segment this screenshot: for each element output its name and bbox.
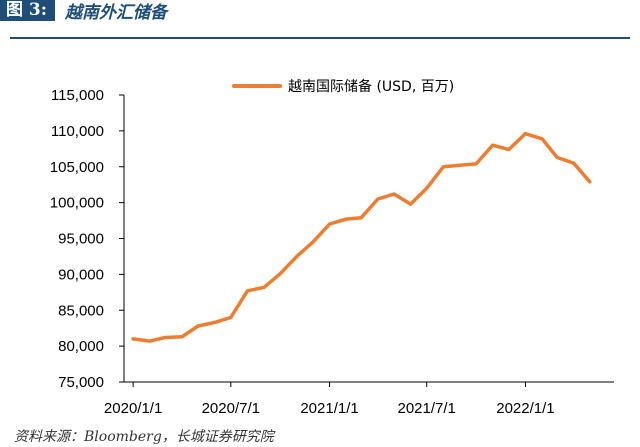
source-note: 资料来源：Bloomberg，长城证券研究院 xyxy=(14,429,274,445)
data-point xyxy=(344,217,348,221)
x-tick-label: 2021/1/1 xyxy=(300,400,358,417)
y-tick-label: 90,000 xyxy=(58,266,104,283)
data-point xyxy=(523,132,527,136)
data-point xyxy=(425,186,429,190)
series-line xyxy=(131,131,592,343)
data-point xyxy=(572,161,576,165)
y-tick-label: 75,000 xyxy=(58,374,104,391)
y-tick-label: 110,000 xyxy=(51,123,104,140)
figure-header: 图 3: 越南外汇储备 xyxy=(0,0,167,26)
data-point xyxy=(409,202,413,206)
figure-number: 图 3: xyxy=(0,0,56,21)
x-tick-label: 2020/1/1 xyxy=(104,400,162,417)
data-point xyxy=(196,324,200,328)
data-point xyxy=(376,197,380,201)
data-point xyxy=(131,337,135,341)
y-tick-label: 100,000 xyxy=(50,195,104,212)
data-point xyxy=(278,272,282,276)
data-point xyxy=(540,137,544,141)
data-point xyxy=(180,335,184,339)
data-point xyxy=(229,315,233,319)
series-layer xyxy=(131,131,592,343)
data-point xyxy=(491,143,495,147)
legend-label: 越南国际储备 (USD, 百万) xyxy=(288,78,454,95)
y-tick-label: 80,000 xyxy=(58,338,104,355)
y-tick-label: 115,000 xyxy=(51,87,104,104)
x-tick-label: 2020/7/1 xyxy=(202,400,260,417)
x-tick-label: 2022/1/1 xyxy=(496,400,554,417)
data-point xyxy=(213,320,217,324)
header-rule xyxy=(10,37,630,39)
data-point xyxy=(555,155,559,159)
y-tick-label: 95,000 xyxy=(58,231,104,248)
data-point xyxy=(507,148,511,152)
data-point xyxy=(458,163,462,167)
figure-title: 越南外汇储备 xyxy=(65,2,168,23)
data-point xyxy=(441,165,445,169)
data-point xyxy=(163,336,167,340)
data-point xyxy=(295,254,299,258)
data-point xyxy=(588,180,592,184)
y-axis: 75,000 80,000 85,000 90,000 95,000 100,000 105… xyxy=(50,87,125,391)
legend: 越南国际储备 (USD, 百万) xyxy=(232,78,454,95)
data-point xyxy=(148,339,152,343)
data-point xyxy=(392,192,396,196)
x-tick-label: 2021/7/1 xyxy=(397,400,455,417)
data-point xyxy=(359,216,363,220)
y-tick-label: 105,000 xyxy=(50,159,104,176)
data-point xyxy=(245,289,249,293)
data-point xyxy=(311,240,315,244)
data-point xyxy=(474,162,478,166)
x-axis: 2020/1/1 2020/7/1 2021/1/1 2021/7/1 2022/1/1 xyxy=(104,381,614,417)
line-chart: 75,000 80,000 85,000 90,000 95,000 100,000 105… xyxy=(50,78,614,417)
y-tick-label: 85,000 xyxy=(58,302,104,319)
data-point xyxy=(328,222,332,226)
data-point xyxy=(262,285,266,289)
